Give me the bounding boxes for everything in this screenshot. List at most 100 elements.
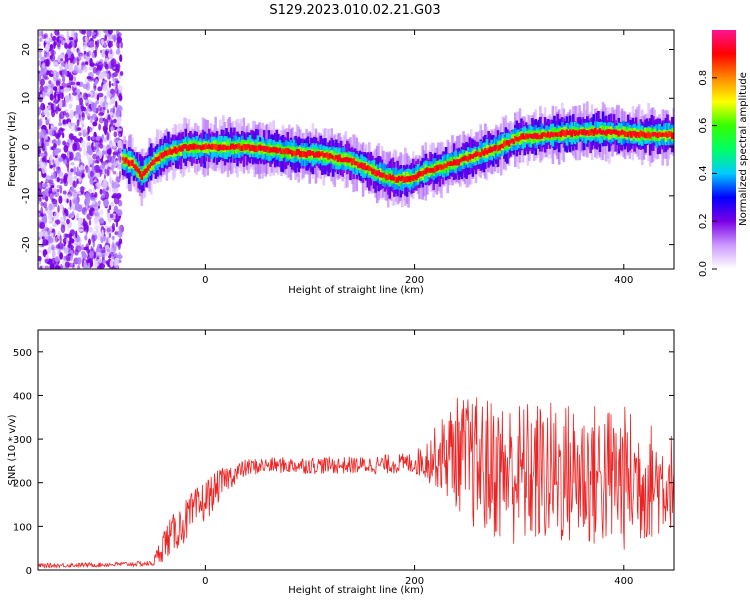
x-tick-label: 200	[405, 275, 424, 286]
ridge-band	[259, 145, 263, 151]
noise-speckle	[69, 122, 76, 126]
ridge-band	[209, 145, 213, 150]
ridge-band	[655, 132, 658, 138]
noise-speckle	[60, 224, 66, 233]
ridge-band	[506, 140, 509, 146]
ridge-band	[524, 133, 528, 139]
ridge-band	[347, 158, 351, 163]
noise-speckle	[77, 264, 81, 269]
noise-speckle	[114, 68, 120, 73]
noise-speckle	[96, 182, 100, 186]
noise-speckle	[42, 209, 46, 215]
noise-speckle	[71, 211, 75, 217]
noise-speckle	[84, 246, 89, 251]
ridge-band	[297, 149, 300, 156]
ridge-band	[277, 148, 280, 154]
noise-speckle	[105, 260, 108, 265]
colorbar-tick-label: 0.6	[698, 118, 709, 134]
noise-speckle	[38, 131, 42, 140]
ridge-band	[510, 138, 514, 143]
noise-speckle	[101, 134, 104, 140]
noise-speckle	[41, 34, 47, 39]
ridge-band	[413, 175, 417, 179]
noise-speckle	[117, 259, 122, 264]
noise-speckle	[88, 262, 91, 267]
ridge-band	[637, 132, 641, 138]
ridge-band	[396, 177, 399, 183]
noise-speckle	[71, 40, 75, 48]
ridge-band	[233, 144, 236, 150]
ridge-band	[148, 164, 151, 169]
ridge-band	[363, 163, 366, 170]
ridge-band	[647, 131, 650, 138]
ridge-band	[663, 132, 666, 137]
ridge-band	[404, 177, 407, 183]
ridge-band	[143, 169, 147, 175]
ridge-band	[212, 144, 216, 149]
noise-speckle	[43, 53, 48, 59]
noise-speckle	[86, 224, 89, 233]
noise-speckle	[75, 111, 79, 115]
noise-speckle	[107, 42, 114, 48]
ridge-band	[437, 165, 440, 171]
noise-speckle	[86, 108, 91, 117]
noise-speckle	[81, 250, 86, 256]
noise-speckle	[107, 30, 113, 35]
noise-speckle	[38, 106, 42, 115]
noise-speckle	[65, 62, 68, 71]
noise-speckle	[109, 112, 113, 116]
noise-speckle	[73, 175, 78, 180]
noise-speckle	[60, 128, 65, 132]
ridge-band	[211, 143, 214, 150]
ridge-band	[151, 159, 155, 166]
ridge-band	[159, 152, 162, 158]
ridge-band	[410, 175, 413, 181]
ridge-band	[248, 145, 252, 152]
noise-speckle	[55, 71, 60, 78]
ridge-band	[256, 145, 260, 152]
ridge-band	[272, 146, 275, 153]
noise-speckle	[49, 139, 52, 144]
noise-speckle	[104, 168, 108, 175]
ridge-band	[220, 146, 224, 150]
noise-speckle	[85, 164, 89, 174]
noise-speckle	[91, 136, 96, 141]
noise-speckle	[54, 133, 60, 138]
ridge-band	[609, 129, 613, 135]
ridge-band	[303, 151, 307, 157]
ridge-band	[488, 146, 492, 153]
noise-speckle	[44, 258, 50, 264]
noise-speckle	[106, 249, 110, 253]
noise-speckle	[69, 151, 74, 161]
ridge-band	[399, 176, 402, 182]
noise-speckle	[89, 260, 94, 268]
ridge-band	[597, 129, 600, 134]
ridge-band	[606, 129, 610, 134]
noise-speckle	[66, 237, 69, 244]
ridge-band	[353, 161, 357, 165]
noise-speckle	[118, 95, 123, 101]
ridge-band	[132, 164, 136, 168]
noise-speckle	[77, 228, 84, 232]
ridge-band	[208, 143, 211, 149]
noise-speckle	[92, 146, 97, 150]
noise-speckle	[60, 216, 63, 225]
noise-speckle	[46, 118, 50, 123]
noise-speckle	[38, 250, 43, 253]
ridge-band	[313, 153, 316, 158]
noise-speckle	[110, 58, 117, 68]
ridge-band	[415, 174, 418, 181]
ridge-band	[314, 151, 318, 158]
ridge-band	[349, 157, 352, 162]
noise-speckle	[70, 168, 74, 173]
ridge-band	[223, 144, 227, 150]
noise-speckle	[109, 176, 112, 185]
ridge-band	[397, 175, 401, 181]
ridge-band	[498, 144, 501, 151]
noise-speckle	[94, 203, 100, 212]
ridge-band	[170, 149, 173, 155]
ridge-band	[432, 167, 435, 173]
noise-speckle	[72, 70, 78, 74]
noise-speckle	[53, 102, 57, 111]
ridge-band	[189, 144, 192, 150]
